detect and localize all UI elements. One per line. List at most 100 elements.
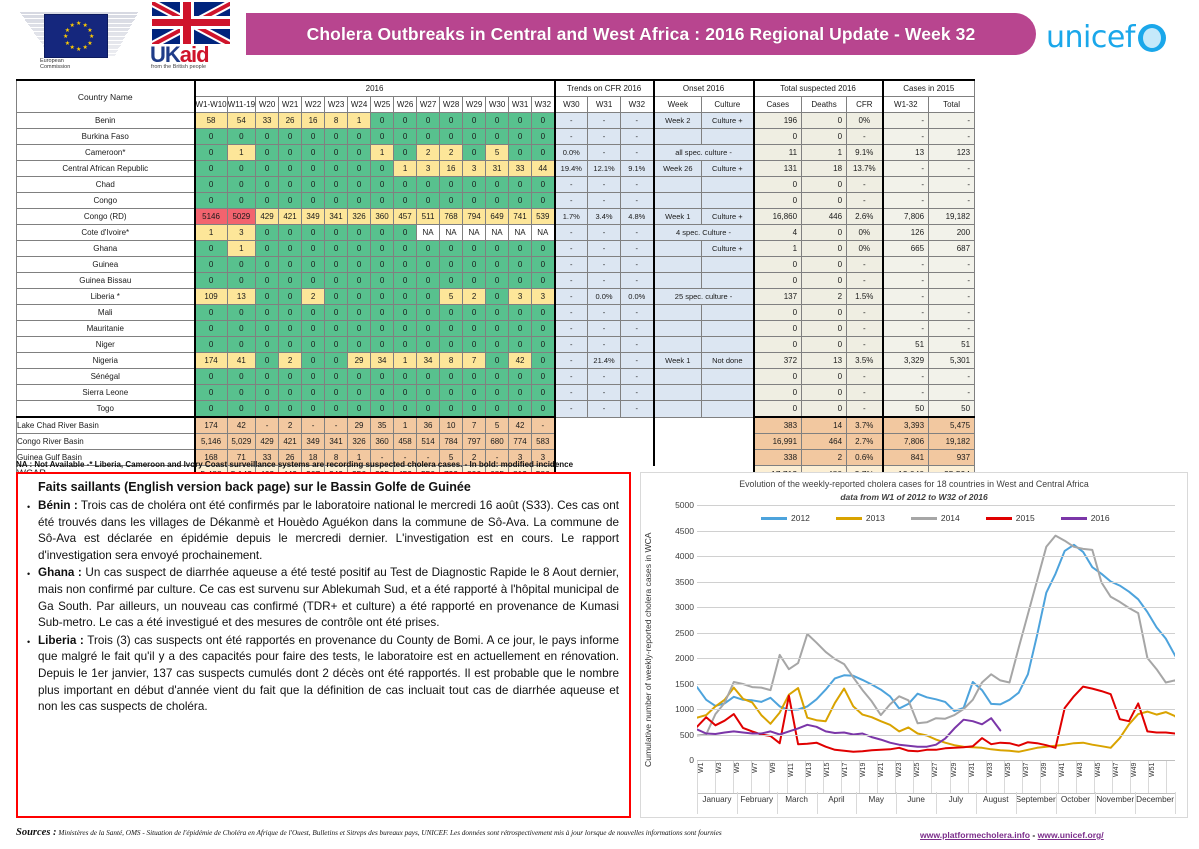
total-deaths-cell: 0 bbox=[801, 400, 848, 418]
week-cell: 0 bbox=[393, 304, 418, 321]
week-cell: 0 bbox=[370, 256, 395, 273]
chart-subtitle: data from W1 of 2012 to W32 of 2016 bbox=[840, 492, 988, 502]
week-cell: 0 bbox=[439, 320, 464, 337]
cfr-trend-cell: - bbox=[620, 352, 655, 369]
table-row[interactable]: Ghana 0 1 0 0 0 0 0 0 0 0 0 0 0 0 0- - - Culture +1 0 0% 665 6… bbox=[16, 240, 976, 257]
platformecholera-link[interactable]: www.platformecholera.info bbox=[920, 830, 1030, 840]
table-row[interactable]: Mauritanie 0 0 0 0 0 0 0 0 0 0 0 0 0 0 0- - -0 0- - - bbox=[16, 320, 976, 337]
chart-legend-item: 2013 bbox=[835, 513, 885, 523]
cfr-cell: 9.1% bbox=[846, 144, 884, 161]
chart-month-label: July bbox=[948, 795, 964, 804]
table-row[interactable]: Liberia * 109 13 0 0 2 0 0 0 0 0 5 2 0 3 3-0.0% 0.0% 25 s… bbox=[16, 288, 976, 305]
cases2015-w132-cell: - bbox=[881, 272, 930, 289]
col-header-cases2015: Cases in 2015 bbox=[881, 79, 976, 97]
cases2015-total-cell: - bbox=[928, 288, 976, 305]
chart-x-tick: W3 bbox=[716, 763, 724, 774]
chart-x-tick: W9 bbox=[770, 763, 778, 774]
week-cell: 0 bbox=[347, 400, 372, 418]
week-cell: 649 bbox=[485, 208, 510, 225]
basin-week-cell: 3 bbox=[508, 449, 533, 466]
table-row[interactable]: Sierra Leone 0 0 0 0 0 0 0 0 0 0 0 0 0 0 0- - -0 0- - - bbox=[16, 384, 976, 401]
week-cell: 0 bbox=[324, 144, 349, 161]
chart-x-separator bbox=[697, 761, 698, 793]
table-row[interactable]: Congo 0 0 0 0 0 0 0 0 0 0 0 0 0 0 0- - -0 0- - - bbox=[16, 192, 976, 209]
week-cell: 0 bbox=[347, 192, 372, 209]
chart-x-tick: W41 bbox=[1058, 763, 1066, 778]
highlight-item: Ghana : Un cas suspect de diarrhée aqueu… bbox=[26, 565, 619, 631]
basin-week-cell: 10 bbox=[439, 416, 464, 434]
table-row[interactable]: Nigeria 174 41 0 2 0 0 29 34 1 34 8 7 0 42 0-21.4% - Week… bbox=[16, 352, 976, 369]
week-cell: 0 bbox=[255, 368, 280, 385]
week-cell: 0 bbox=[462, 240, 487, 257]
total-deaths-cell: 446 bbox=[801, 208, 848, 225]
week-cell: 0 bbox=[301, 256, 326, 273]
link-separator: - bbox=[1029, 830, 1038, 840]
onset-culture-cell: Culture + bbox=[701, 160, 755, 177]
cfr-trend-cell: - bbox=[553, 128, 589, 145]
week-cell: 0 bbox=[393, 320, 418, 337]
week-cell: 0 bbox=[508, 128, 533, 145]
table-row[interactable]: Benin 58 54 33 26 16 8 1 0 0 0 0 0 0 0 0- - - Week 2 Cultur… bbox=[16, 112, 976, 129]
table-row[interactable]: Sénégal 0 0 0 0 0 0 0 0 0 0 0 0 0 0 0- - -0 0- - - bbox=[16, 368, 976, 385]
week-cell: 0 bbox=[462, 320, 487, 337]
chart-y-axis-label: Cumulative number of weekly-reported cho… bbox=[643, 532, 653, 768]
total-deaths-cell: 2 bbox=[801, 288, 848, 305]
cases2015-total-cell: 200 bbox=[928, 224, 976, 241]
week-cell: 2 bbox=[416, 144, 441, 161]
table-row[interactable]: Guinea 0 0 0 0 0 0 0 0 0 0 0 0 0 0 0- - -0 0- - - bbox=[16, 256, 976, 273]
col-header-2015-sub: W1-32 bbox=[881, 96, 930, 113]
table-row[interactable]: Togo 0 0 0 0 0 0 0 0 0 0 0 0 0 0 0- - -0 0-50 50 bbox=[16, 400, 976, 418]
total-cases-cell: 16,860 bbox=[752, 208, 803, 225]
table-row[interactable]: Central African Republic 0 0 0 0 0 0 0 0 1 3 16 3 31 3… bbox=[16, 160, 976, 177]
table-row[interactable]: Cameroon* 0 1 0 0 0 0 0 1 0 2 2 0 5 0 0 0.0% - - all spec. … bbox=[16, 144, 976, 161]
week-cell: 0 bbox=[347, 320, 372, 337]
basin-summary-row[interactable]: Lake Chad River Basin 174 42-2- -29 35 1 36 10 7… bbox=[16, 416, 976, 434]
basin-week-cell: 3 bbox=[531, 449, 556, 466]
total-deaths-cell: 0 bbox=[801, 320, 848, 337]
cfr-trend-cell: - bbox=[620, 400, 655, 418]
week-cell: 0 bbox=[416, 176, 441, 193]
table-row[interactable]: Chad 0 0 0 0 0 0 0 0 0 0 0 0 0 0 0- - -0 0- - - bbox=[16, 176, 976, 193]
total-cases-cell: 0 bbox=[752, 176, 803, 193]
week-cell: 174 bbox=[193, 352, 228, 369]
chart-x-tick: W37 bbox=[1022, 763, 1030, 778]
week-cell: 0 bbox=[531, 304, 556, 321]
week-cell: NA bbox=[485, 224, 510, 241]
basin-summary-row[interactable]: Guinea Gulf Basin 168 71 33 26 18 8 1- - -5 2-3 3 33… bbox=[16, 449, 976, 466]
chart-legend-item: 2015 bbox=[985, 513, 1035, 523]
week-cell: 0 bbox=[370, 368, 395, 385]
table-row[interactable]: Guinea Bissau 0 0 0 0 0 0 0 0 0 0 0 0 0 0 0- - -0 0- - - bbox=[16, 272, 976, 289]
week-cell: 0 bbox=[462, 384, 487, 401]
week-cell: 0 bbox=[301, 336, 326, 353]
table-row[interactable]: Burkina Faso 0 0 0 0 0 0 0 0 0 0 0 0 0 0 0- - -0 0- - - bbox=[16, 128, 976, 145]
col-header-week: W11-19 bbox=[226, 96, 257, 113]
basin-summary-row[interactable]: Congo River Basin 5,146 5,029 429 421 349 341 3… bbox=[16, 433, 976, 450]
week-cell: 0 bbox=[508, 112, 533, 129]
week-cell: 0 bbox=[301, 160, 326, 177]
week-cell: NA bbox=[416, 224, 441, 241]
eu-caption: European Commission bbox=[40, 58, 71, 70]
week-cell: 0 bbox=[347, 304, 372, 321]
table-row[interactable]: Niger 0 0 0 0 0 0 0 0 0 0 0 0 0 0 0- - -0 0-51 51 bbox=[16, 336, 976, 353]
cfr-trend-cell: - bbox=[587, 240, 622, 257]
week-cell: 1 bbox=[347, 112, 372, 129]
chart-y-tick: 500 bbox=[679, 729, 694, 740]
basin-week-cell: 5 bbox=[485, 416, 510, 434]
week-cell: 0 bbox=[347, 176, 372, 193]
week-cell: 7 bbox=[462, 352, 487, 369]
total-deaths-cell: 0 bbox=[801, 368, 848, 385]
week-cell: 0 bbox=[508, 272, 533, 289]
week-cell: 0 bbox=[193, 240, 228, 257]
week-cell: 0 bbox=[278, 288, 303, 305]
week-cell: 0 bbox=[193, 160, 228, 177]
table-row[interactable]: Congo (RD) 5146 5029 429 421 349 341 326 360 457 5… bbox=[16, 208, 976, 225]
col-header-year: 2016 bbox=[193, 79, 556, 97]
table-row[interactable]: Cote d'Ivoire* 1 3 0 0 0 0 0 0 0 NA NA NA NA NA NA - - -4 … bbox=[16, 224, 976, 241]
total-cases-cell: 1 bbox=[752, 240, 803, 257]
week-cell: 429 bbox=[255, 208, 280, 225]
col-header-trend-week: W32 bbox=[620, 96, 655, 113]
table-row[interactable]: Mali 0 0 0 0 0 0 0 0 0 0 0 0 0 0 0- - -0 0- - - bbox=[16, 304, 976, 321]
week-cell: 8 bbox=[324, 112, 349, 129]
unicef-link[interactable]: www.unicef.org/ bbox=[1037, 830, 1104, 840]
week-cell: 0 bbox=[485, 240, 510, 257]
